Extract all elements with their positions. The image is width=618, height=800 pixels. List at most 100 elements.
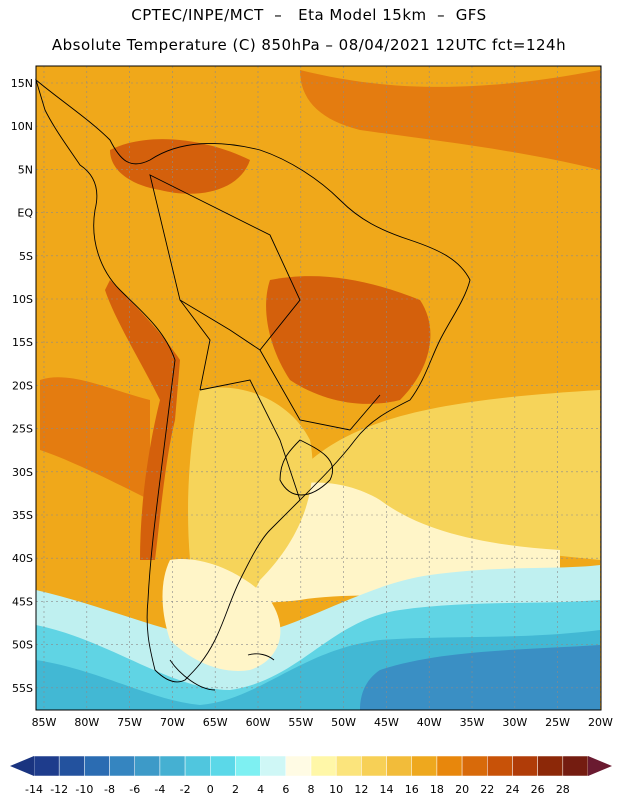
lon-label: 30W bbox=[502, 716, 527, 729]
tierra-del-fuego bbox=[169, 659, 216, 691]
colorbar-label: 18 bbox=[430, 783, 444, 796]
colorbar-label: -8 bbox=[104, 783, 115, 796]
colorbar-cell bbox=[411, 755, 438, 777]
temperature-field bbox=[36, 66, 601, 710]
field-pacific-warm bbox=[40, 377, 150, 500]
latitude-labels: 15N 10N 5N EQ 5S 10S 15S 20S 25S 30S 35S 40S 45S 50S 5… bbox=[11, 77, 34, 695]
lon-label: 75W bbox=[117, 716, 142, 729]
field-brazil-hot bbox=[266, 276, 431, 404]
colorbar-label: 6 bbox=[282, 783, 289, 796]
lon-label: 25W bbox=[545, 716, 570, 729]
lat-label: 5N bbox=[18, 163, 33, 176]
colorbar-label: 16 bbox=[405, 783, 419, 796]
colorbar-cell bbox=[109, 755, 135, 777]
country-border-3 bbox=[199, 379, 301, 501]
colorbar-label: -2 bbox=[180, 783, 191, 796]
colorbar-cell bbox=[260, 755, 287, 777]
colorbar-cell bbox=[562, 755, 589, 777]
colorbar-cell bbox=[285, 755, 312, 777]
lon-label: 70W bbox=[160, 716, 185, 729]
colorbar-label: -6 bbox=[129, 783, 140, 796]
colorbar-cell bbox=[361, 755, 387, 777]
coastlines bbox=[35, 78, 471, 691]
colorbar-labels: -14 -12 -10 -8 -6 -4 -2 0 2 4 6 8 10 12 14 16 18 20 22 24 26… bbox=[25, 783, 570, 796]
lat-label: 10N bbox=[11, 120, 33, 133]
temperature-map: 15N 10N 5N EQ 5S 10S 15S 20S 25S 30S 35S 40S 45S 50S 5… bbox=[11, 65, 613, 729]
lat-label: 45S bbox=[12, 595, 33, 608]
lat-label: 20S bbox=[12, 379, 33, 392]
lat-label: 15S bbox=[12, 336, 33, 349]
lat-label: 5S bbox=[19, 250, 33, 263]
colorbar-label: -10 bbox=[75, 783, 93, 796]
title-line-1: CPTEC/INPE/MCT – Eta Model 15km – GFS bbox=[131, 6, 487, 24]
lat-label: 25S bbox=[12, 423, 33, 436]
lat-label: 50S bbox=[12, 639, 33, 652]
colorbar-label: 10 bbox=[329, 783, 343, 796]
colorbar-label: 0 bbox=[207, 783, 214, 796]
lat-label: 15N bbox=[11, 77, 33, 90]
lat-label: 30S bbox=[12, 466, 33, 479]
colorbar-over-arrow bbox=[588, 756, 612, 776]
colorbar-cell bbox=[159, 755, 186, 777]
colorbar-cell bbox=[386, 755, 412, 777]
lon-label: 45W bbox=[374, 716, 399, 729]
colorbar-cell bbox=[436, 755, 463, 777]
field-patagonia-cool bbox=[162, 559, 281, 671]
lat-label: EQ bbox=[17, 207, 33, 220]
lon-label: 65W bbox=[203, 716, 228, 729]
colorbar-label: 24 bbox=[505, 783, 519, 796]
south-america-coastline bbox=[35, 78, 471, 683]
graticule bbox=[36, 66, 601, 710]
colorbar-label: 20 bbox=[455, 783, 469, 796]
map-frame bbox=[35, 65, 602, 711]
colorbar-label: -12 bbox=[50, 783, 68, 796]
colorbar-cell bbox=[134, 755, 161, 777]
field-andes-warm bbox=[105, 280, 180, 560]
lat-label: 55S bbox=[12, 682, 33, 695]
colorbar-label: 14 bbox=[380, 783, 394, 796]
lon-label: 85W bbox=[32, 716, 57, 729]
uruguay-border bbox=[279, 439, 334, 496]
colorbar-label: 8 bbox=[308, 783, 315, 796]
colorbar-label: 12 bbox=[354, 783, 368, 796]
falklands bbox=[247, 653, 275, 661]
lon-label: 60W bbox=[246, 716, 271, 729]
colorbar-cell bbox=[33, 755, 60, 777]
colorbar-cell bbox=[84, 755, 110, 777]
lon-label: 40W bbox=[417, 716, 442, 729]
colorbar-cells bbox=[33, 755, 589, 777]
colorbar-cell bbox=[537, 755, 564, 777]
field-cold-core bbox=[360, 645, 600, 710]
colorbar-cell bbox=[310, 755, 337, 777]
colorbar-cell bbox=[512, 755, 538, 777]
lon-label: 35W bbox=[460, 716, 485, 729]
colorbar-under-arrow bbox=[10, 756, 34, 776]
lat-label: 40S bbox=[12, 552, 33, 565]
lat-label: 10S bbox=[12, 293, 33, 306]
field-warm-north bbox=[300, 70, 600, 170]
colorbar-label: 28 bbox=[556, 783, 570, 796]
colorbar: -14 -12 -10 -8 -6 -4 -2 0 2 4 6 8 10 12 14 16 18 20 22 24 26… bbox=[10, 755, 612, 796]
colorbar-cell bbox=[235, 755, 261, 777]
colorbar-label: 22 bbox=[480, 783, 494, 796]
lon-label: 80W bbox=[74, 716, 99, 729]
lon-label: 50W bbox=[331, 716, 356, 729]
colorbar-cell bbox=[210, 755, 236, 777]
colorbar-label: 2 bbox=[232, 783, 239, 796]
colorbar-cell bbox=[58, 755, 85, 777]
longitude-labels: 85W 80W 75W 70W 65W 60W 55W 50W 45W 40W 35W 30W 25W 2… bbox=[32, 716, 613, 729]
country-border-4 bbox=[179, 299, 211, 391]
colorbar-label: 26 bbox=[531, 783, 545, 796]
country-border-2 bbox=[259, 349, 381, 431]
lat-label: 35S bbox=[12, 509, 33, 522]
colorbar-cell bbox=[461, 755, 488, 777]
lon-label: 20W bbox=[588, 716, 613, 729]
colorbar-label: -4 bbox=[154, 783, 165, 796]
colorbar-cell bbox=[184, 755, 211, 777]
colorbar-label: -14 bbox=[25, 783, 43, 796]
colorbar-cell bbox=[487, 755, 513, 777]
colorbar-label: 4 bbox=[257, 783, 264, 796]
colorbar-cell bbox=[335, 755, 362, 777]
title-line-2: Absolute Temperature (C) 850hPa – 08/04/… bbox=[51, 36, 567, 54]
lon-label: 55W bbox=[288, 716, 313, 729]
